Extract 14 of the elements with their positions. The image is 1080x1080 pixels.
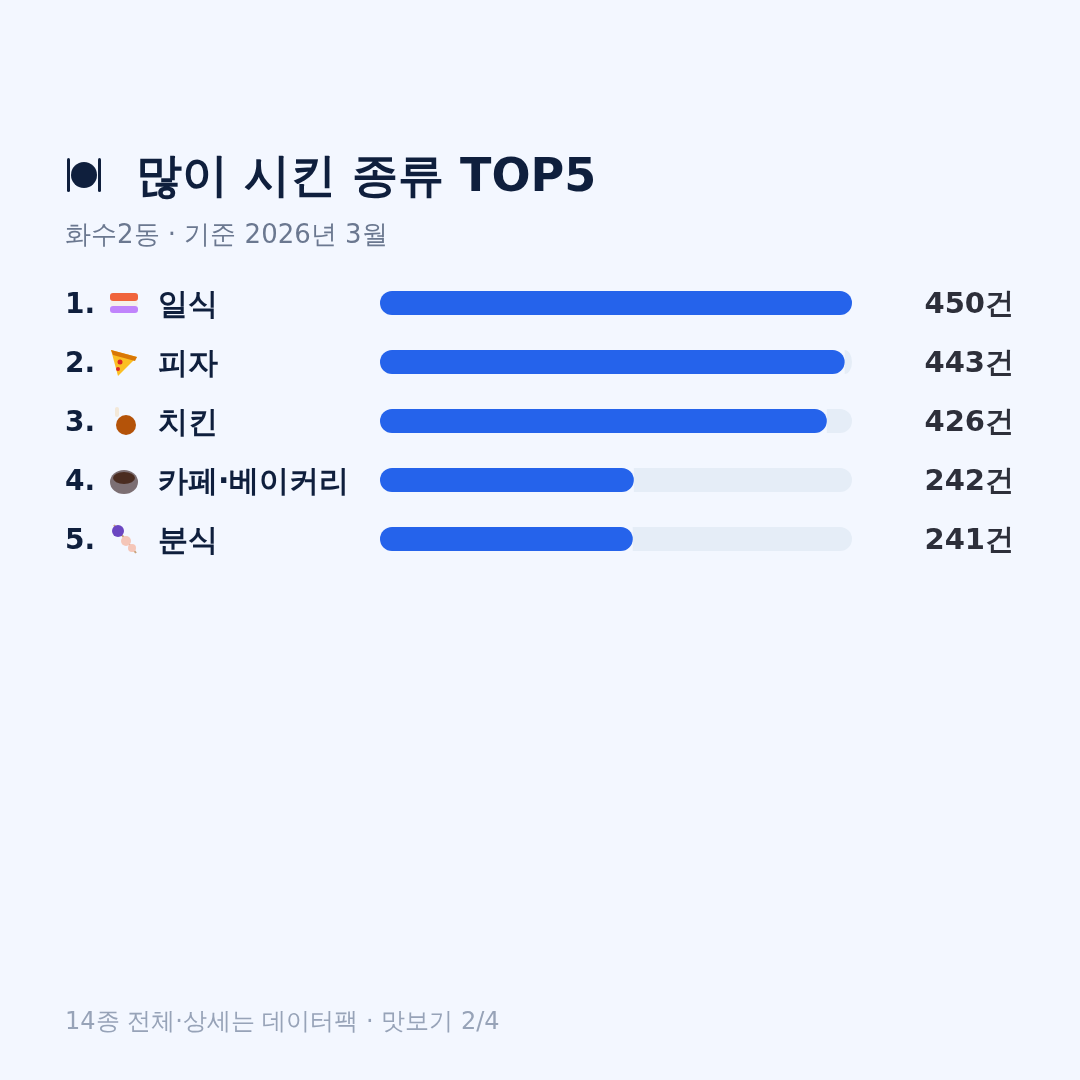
category-label: 5. 분식 (65, 521, 218, 557)
text: 14종 전체·상세는 데이터팩 · 맛보기 2/4 (65, 1007, 500, 1036)
category-label: 2. 피자 (65, 344, 218, 380)
data-label: 241건 (924, 522, 1014, 557)
chart-subtitle: 화수2동 · 기준 2026년 3월 (65, 219, 388, 250)
bar (380, 291, 852, 315)
chart-title: 많이 시킨 종류 TOP5 (136, 148, 597, 203)
data-label: 426건 (924, 404, 1014, 439)
category-label: 1. 일식 (65, 285, 218, 321)
data-label: 450건 (924, 286, 1014, 321)
category-label: 3. 치킨 (65, 403, 218, 439)
data-label: 242건 (924, 463, 1014, 498)
data-label: 443건 (924, 345, 1014, 380)
category-label: 4. 카페·베이커리 (65, 462, 350, 498)
